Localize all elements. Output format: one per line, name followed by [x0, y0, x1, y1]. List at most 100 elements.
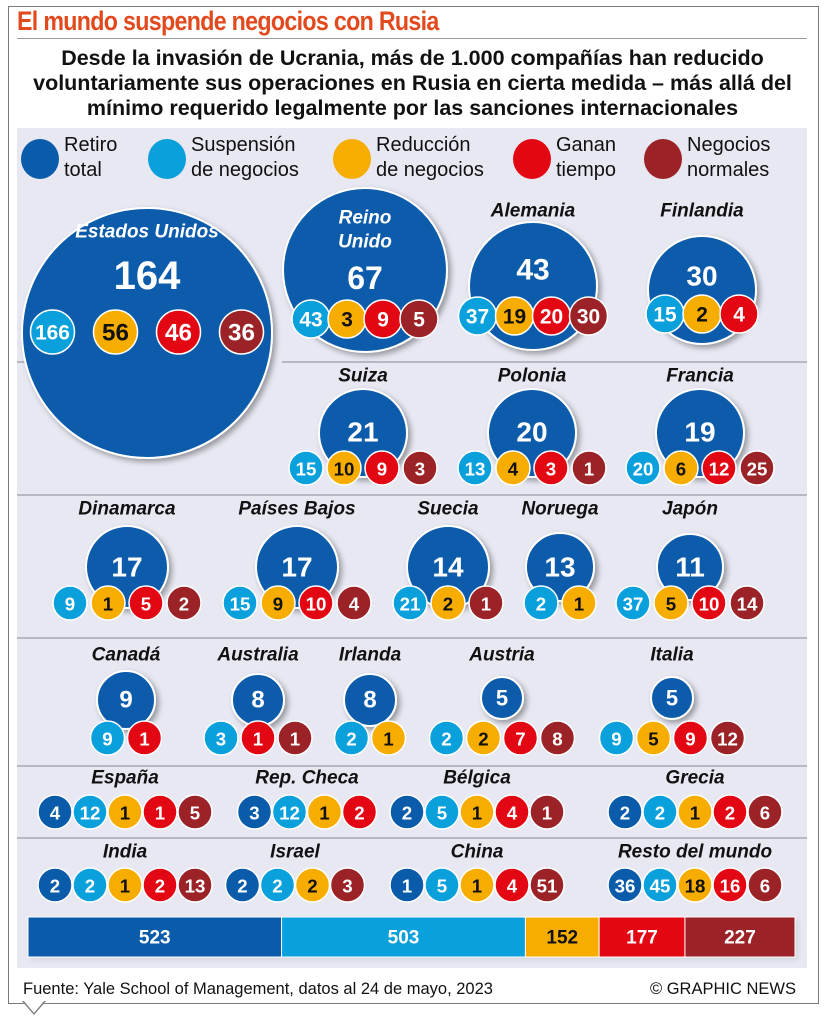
bubble-ganan [126, 720, 163, 756]
bubble-value-suspension: 2 [655, 803, 665, 824]
bubble-value-reduccion: 56 [102, 320, 129, 347]
bubble-value-reduccion: 2 [478, 729, 488, 750]
bubble-reduccion [653, 585, 689, 621]
bubble-ganan [672, 720, 709, 756]
country-name: Austria [468, 645, 535, 666]
bubble-normales [218, 309, 265, 355]
bubble-value-reduccion: 9 [273, 594, 283, 615]
bubble-retiro [656, 533, 724, 601]
bubble-normales [747, 794, 783, 830]
title-divider [17, 38, 807, 39]
country-name: Rep. Checa [255, 768, 359, 789]
bubble-reduccion [465, 720, 502, 756]
bubble-reduccion [561, 585, 597, 621]
bubble-value-retiro: 2 [50, 876, 60, 897]
bubble-normales [729, 585, 765, 621]
bubble-normales [399, 299, 439, 339]
bubble-value-suspension: 13 [465, 459, 486, 480]
country-name: Bélgica [443, 768, 511, 789]
totals-segment-normales [684, 916, 796, 958]
bubble-value-retiro: 67 [347, 260, 383, 296]
bubble-retiro [224, 867, 261, 903]
bubble-value-suspension: 12 [279, 803, 300, 824]
bubble-ganan [298, 585, 334, 621]
bubble-normales [402, 450, 438, 486]
bubble-value-ganan: 10 [306, 594, 327, 615]
bubble-value-normales: 13 [185, 876, 206, 897]
bubble-value-normales: 6 [760, 803, 770, 824]
bubble-value-ganan: 46 [165, 320, 192, 347]
bubble-value-reduccion: 6 [676, 459, 686, 480]
bubble-ganan [712, 794, 748, 830]
bubble-retiro [37, 794, 73, 830]
bubble-normales [571, 450, 607, 486]
country-group: India 2 2 1 2 13 [37, 842, 213, 903]
bubble-value-suspension: 12 [80, 803, 101, 824]
country-group: Dinamarca 17 9 1 5 2 [52, 499, 202, 621]
bubble-normales [568, 296, 609, 336]
bubble-value-ganan: 4 [507, 803, 518, 824]
country-name: Grecia [665, 768, 725, 789]
bubble-reduccion [459, 867, 495, 903]
bubble-ganan [494, 794, 530, 830]
bubble-reduccion [260, 585, 296, 621]
bubble-ganan [128, 585, 164, 621]
country-group: Polonia 20 13 4 3 1 [457, 366, 607, 486]
bubble-value-reduccion: 1 [690, 803, 700, 824]
legend-label: Suspensión de negocios [191, 134, 299, 181]
bubble-value-ganan: 3 [546, 459, 556, 480]
bubble-value-reduccion: 5 [648, 729, 658, 750]
bubble-value-normales: 30 [577, 306, 600, 329]
bubble-value-suspension: 9 [65, 594, 75, 615]
bubble-value-retiro: 2 [620, 803, 630, 824]
bubble-suspension [72, 794, 108, 830]
legend-swatch-retiro [21, 139, 59, 179]
source-note: Fuente: Yale School of Management, datos… [23, 980, 493, 998]
bubble-reduccion [306, 794, 343, 830]
bubble-value-retiro: 8 [363, 687, 376, 714]
country-name: Suiza [338, 366, 388, 387]
bubble-value-suspension: 15 [653, 304, 677, 327]
bubble-value-ganan: 9 [377, 459, 387, 480]
legend-label: Retiro total [64, 134, 118, 181]
bubble-value-suspension: 3 [216, 729, 226, 750]
bubble-value-ganan: 1 [139, 729, 149, 750]
totals-segment-retiro [27, 916, 283, 958]
bubble-value-retiro: 30 [686, 261, 717, 292]
country-name: Países Bajos [238, 499, 355, 520]
bubble-ganan [494, 867, 530, 903]
bubble-reduccion [370, 720, 407, 756]
bubble-normales [177, 794, 213, 830]
bubble-reduccion [430, 585, 466, 621]
bubble-suspension [203, 720, 239, 756]
bubble-value-retiro: 4 [50, 803, 61, 824]
bubble-value-suspension: 15 [230, 594, 251, 615]
bubble-suspension [615, 585, 651, 621]
bubble-value-retiro: 20 [516, 417, 547, 448]
country-name: Finlandia [660, 201, 744, 222]
bubble-ganan [502, 720, 539, 756]
bubble-value-retiro: 2 [237, 876, 247, 897]
country-name: España [91, 768, 159, 789]
country-name: Polonia [498, 366, 567, 387]
bubble-value-reduccion: 1 [120, 876, 130, 897]
bubble-normales [468, 585, 504, 621]
bubble-value-retiro: 17 [111, 552, 142, 583]
bubble-value-ganan: 5 [141, 594, 151, 615]
totals-value-ganan: 177 [626, 928, 658, 949]
totals-segment-reduccion [524, 916, 600, 958]
bubble-retiro [650, 676, 694, 720]
bubble-suspension [271, 794, 308, 830]
legend: Retiro total Suspensión de negocios Redu… [17, 130, 807, 186]
bubble-value-retiro: 17 [281, 552, 312, 583]
bubble-value-reduccion: 1 [472, 876, 482, 897]
country-name: Resto del mundo [618, 842, 772, 863]
bubble-value-retiro: 9 [119, 687, 132, 714]
bubble-value-reduccion: 18 [685, 876, 706, 897]
bubble-ganan [719, 294, 759, 334]
bubble-reduccion [677, 794, 713, 830]
bubble-value-normales: 3 [342, 876, 352, 897]
